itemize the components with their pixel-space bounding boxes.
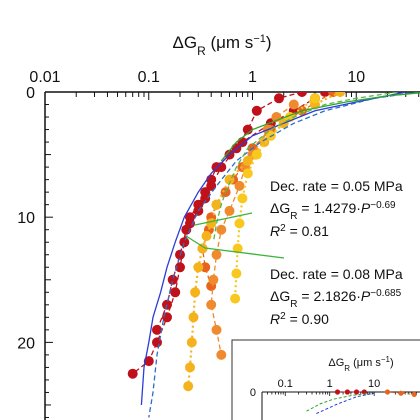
series-2-point [206, 180, 217, 191]
annotation-2-line3: R2 = 0.90 [270, 311, 329, 328]
series-2-point [193, 199, 204, 210]
series-clip-group [127, 92, 420, 418]
x-tick-label: 0.01 [29, 69, 60, 86]
series-1-point [320, 92, 330, 97]
y-tick-label: 20 [17, 335, 35, 352]
annotation-2: Dec. rate = 0.08 MPa ΔGR = 2.1826·P−0.68… [265, 264, 420, 334]
series-4-point [216, 224, 227, 235]
series-6-point [230, 293, 241, 304]
x-tick-label: 0.1 [138, 69, 160, 86]
series-6-point [242, 168, 253, 179]
inset-x-tick-label: 10 [368, 378, 380, 390]
series-2-point [274, 93, 284, 104]
series-1-point [127, 368, 138, 379]
series-4-point [211, 249, 222, 260]
series-5-point [201, 231, 212, 241]
series-4-point [208, 274, 219, 285]
inset-series-line-2 [387, 391, 415, 395]
series-4-point [234, 180, 245, 191]
series-5-point [197, 243, 208, 254]
series-6-point [232, 243, 243, 254]
inset-series-line-4 [316, 392, 375, 415]
inset-panel: ΔGR (μm s−1) 0.1 1 10 0 [231, 339, 420, 420]
y-tick-label: 0 [26, 85, 35, 102]
inset-series-point [398, 390, 404, 396]
inset-series-point [334, 389, 341, 395]
series-2-point [251, 105, 262, 116]
series-line-10 [212, 92, 398, 243]
series-line-8 [148, 92, 419, 418]
annotation-1-line3: R2 = 0.81 [270, 223, 329, 240]
series-5-point [183, 381, 194, 392]
annotation-2-line1: Dec. rate = 0.08 MPa [270, 266, 403, 282]
inset-series-point [384, 389, 391, 395]
series-5-point [186, 337, 197, 348]
series-4-point [211, 324, 222, 335]
series-2-point [200, 187, 211, 198]
x-tick-label: 1 [248, 69, 257, 86]
annotation-1-line2: ΔGR = 1.4279·P−0.69 [270, 200, 396, 222]
inset-axes: 0.1 1 10 0 [250, 378, 420, 420]
series-3-point [200, 262, 211, 273]
annotation-leader-2 [204, 247, 285, 259]
series-6-point [251, 149, 262, 160]
series-group [127, 92, 420, 418]
series-5-point [206, 218, 217, 229]
series-5-point [242, 155, 253, 166]
series-2-point [297, 92, 307, 97]
series-4-point [288, 99, 299, 110]
inset-frame [231, 339, 420, 420]
inset-x-tick-label: 1 [327, 378, 333, 390]
annotation-2-line2: ΔGR = 2.1826·P−0.685 [270, 288, 402, 310]
inset-x-axis-title: ΔGR (μm s−1) [328, 355, 393, 373]
series-line-9 [220, 92, 420, 162]
series-4-point [216, 349, 227, 360]
series-2-point [185, 212, 195, 223]
series-2-point [152, 324, 162, 335]
series-line-6 [234, 97, 316, 299]
series-6-point [231, 268, 242, 279]
y-tick-label: 10 [17, 210, 35, 227]
inset-y-tick-label: 0 [250, 387, 256, 399]
series-6-point [234, 218, 245, 229]
series-5-point [190, 287, 201, 298]
inset-series-point [344, 389, 350, 395]
series-6-point [310, 93, 320, 104]
x-tick-label: 10 [347, 69, 365, 86]
series-6-point [237, 193, 248, 204]
series-4-point [224, 205, 235, 216]
annotation-1: Dec. rate = 0.05 MPa ΔGR = 1.4279·P−0.69… [265, 176, 420, 246]
annotation-leader-1 [194, 212, 253, 226]
x-axis-title: ΔGR (μm s−1) [172, 33, 271, 58]
series-4-point [206, 299, 217, 310]
series-5-point [259, 137, 270, 148]
inset-x-tick-label: 0.1 [278, 378, 293, 390]
series-1-point [179, 237, 190, 248]
inset-series-point [353, 389, 360, 395]
series-2-point [167, 274, 178, 285]
series-5-point [211, 199, 222, 210]
annotation-1-line1: Dec. rate = 0.05 MPa [270, 178, 403, 194]
inset-series-point [411, 391, 417, 397]
series-2-point [216, 162, 227, 173]
series-5-point [188, 312, 199, 323]
series-5-point [335, 92, 346, 97]
inset-series-line-3 [306, 392, 370, 412]
series-line-7 [140, 92, 406, 406]
annotation-leader-3 [185, 235, 206, 249]
series-5-point [193, 262, 204, 273]
series-1-point [170, 287, 181, 298]
series-5-point [185, 362, 195, 373]
